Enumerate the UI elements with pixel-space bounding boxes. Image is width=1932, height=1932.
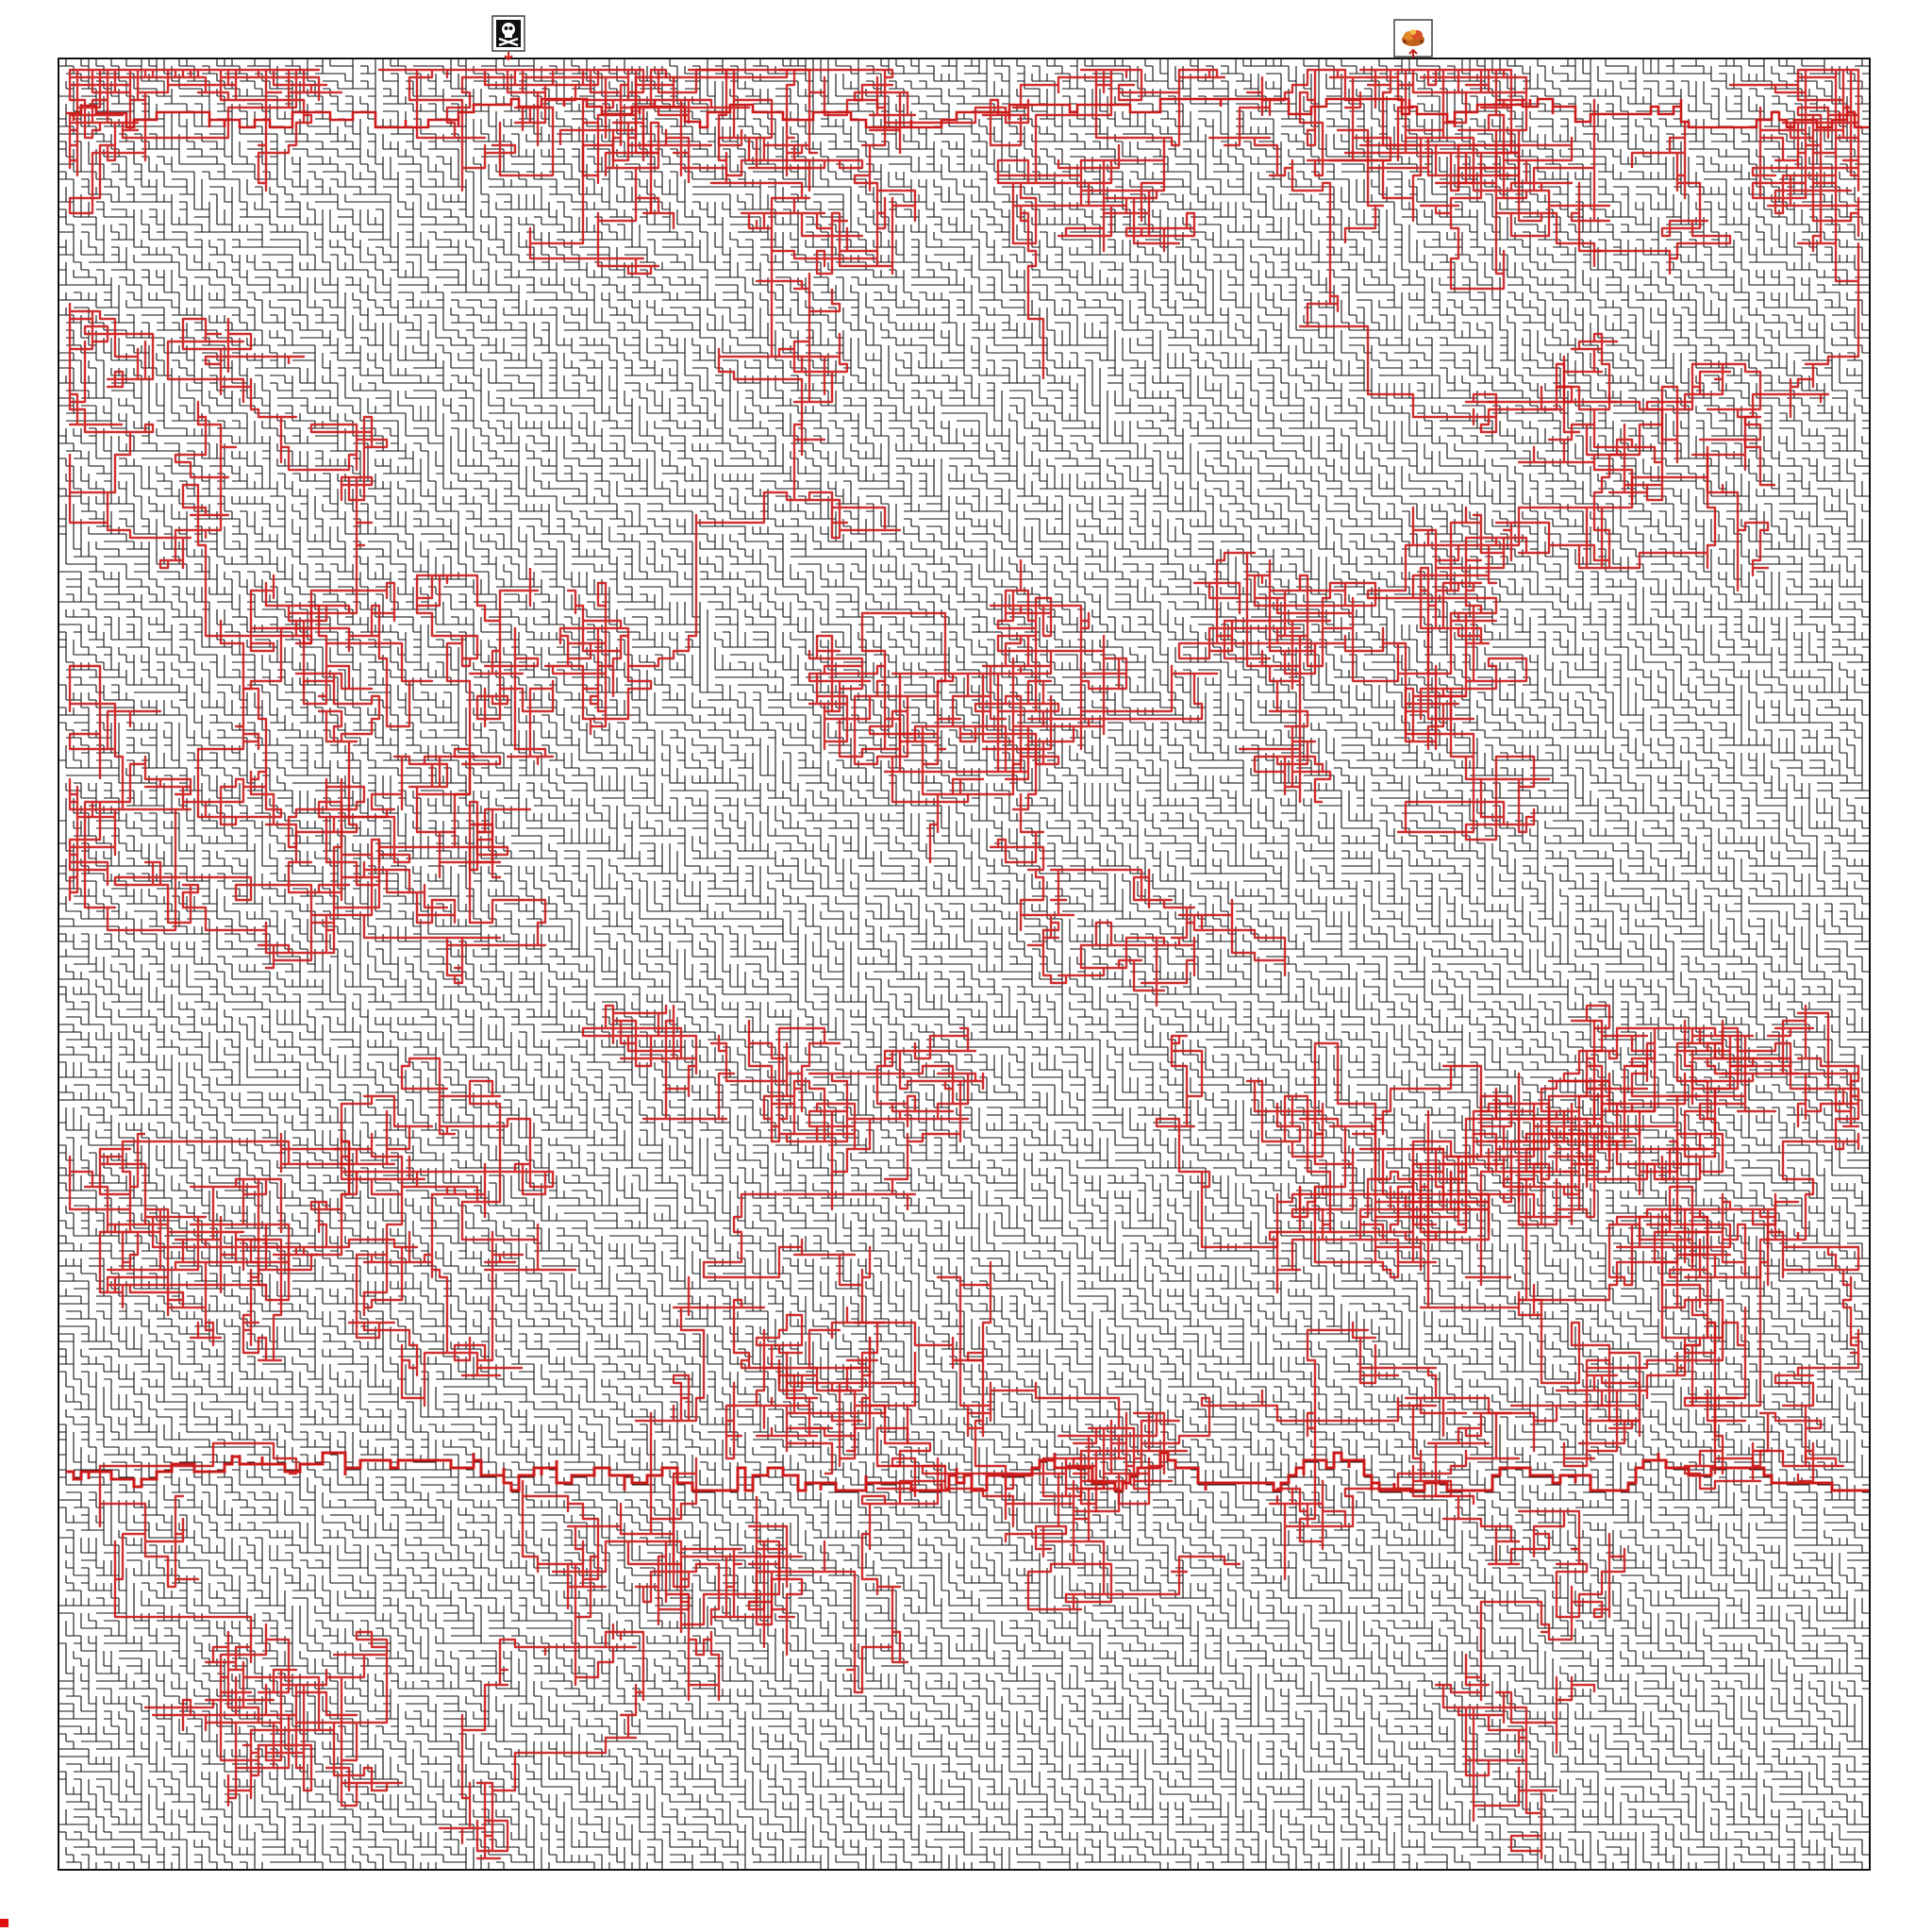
solution-path-segment (234, 1057, 577, 1407)
solution-path-segment (1177, 551, 1551, 841)
maze-walls (58, 58, 1870, 1870)
solution-paths (66, 68, 1870, 1860)
solution-path-segment (68, 302, 434, 728)
skull-crossbones-icon (496, 20, 521, 47)
solution-path-segment (98, 1441, 404, 1807)
solution-path-segment (1268, 1321, 1626, 1860)
solution-path-segment (1328, 68, 1611, 291)
goal-marker[interactable] (1393, 19, 1433, 58)
solution-path-segment (1502, 1004, 1860, 1491)
solution-path-segment (581, 1004, 985, 1370)
solution-path-segment (113, 604, 547, 985)
solution-path-segment (921, 1124, 1641, 1513)
solution-path-segment (1245, 1064, 1845, 1483)
solution-path-segment (724, 1313, 947, 1694)
solution-path-segment (68, 1132, 358, 1362)
treasure-pile-icon (1402, 29, 1424, 46)
solution-path-band (66, 1451, 1870, 1492)
solution-path-segment (377, 68, 864, 275)
solution-path-segment (543, 68, 917, 736)
solution-path-segment (883, 558, 1219, 864)
solution-path-top-band (66, 97, 1870, 129)
maze-outer-border (58, 58, 1871, 1871)
solution-path-segment (1728, 68, 1860, 487)
solution-path-segment (808, 611, 1287, 1008)
solution-path-segment (1208, 68, 1770, 592)
corner-mark (0, 1919, 8, 1927)
arrow-up-icon (1408, 48, 1418, 58)
solution-path-segment (558, 68, 1226, 379)
start-marker[interactable] (491, 15, 525, 61)
solution-path-segment (68, 568, 555, 932)
solution-path-segment (1366, 332, 1717, 751)
solution-path-segment (68, 68, 343, 215)
arrow-down-icon (504, 52, 513, 61)
maze-wall-lines (58, 58, 1870, 1870)
